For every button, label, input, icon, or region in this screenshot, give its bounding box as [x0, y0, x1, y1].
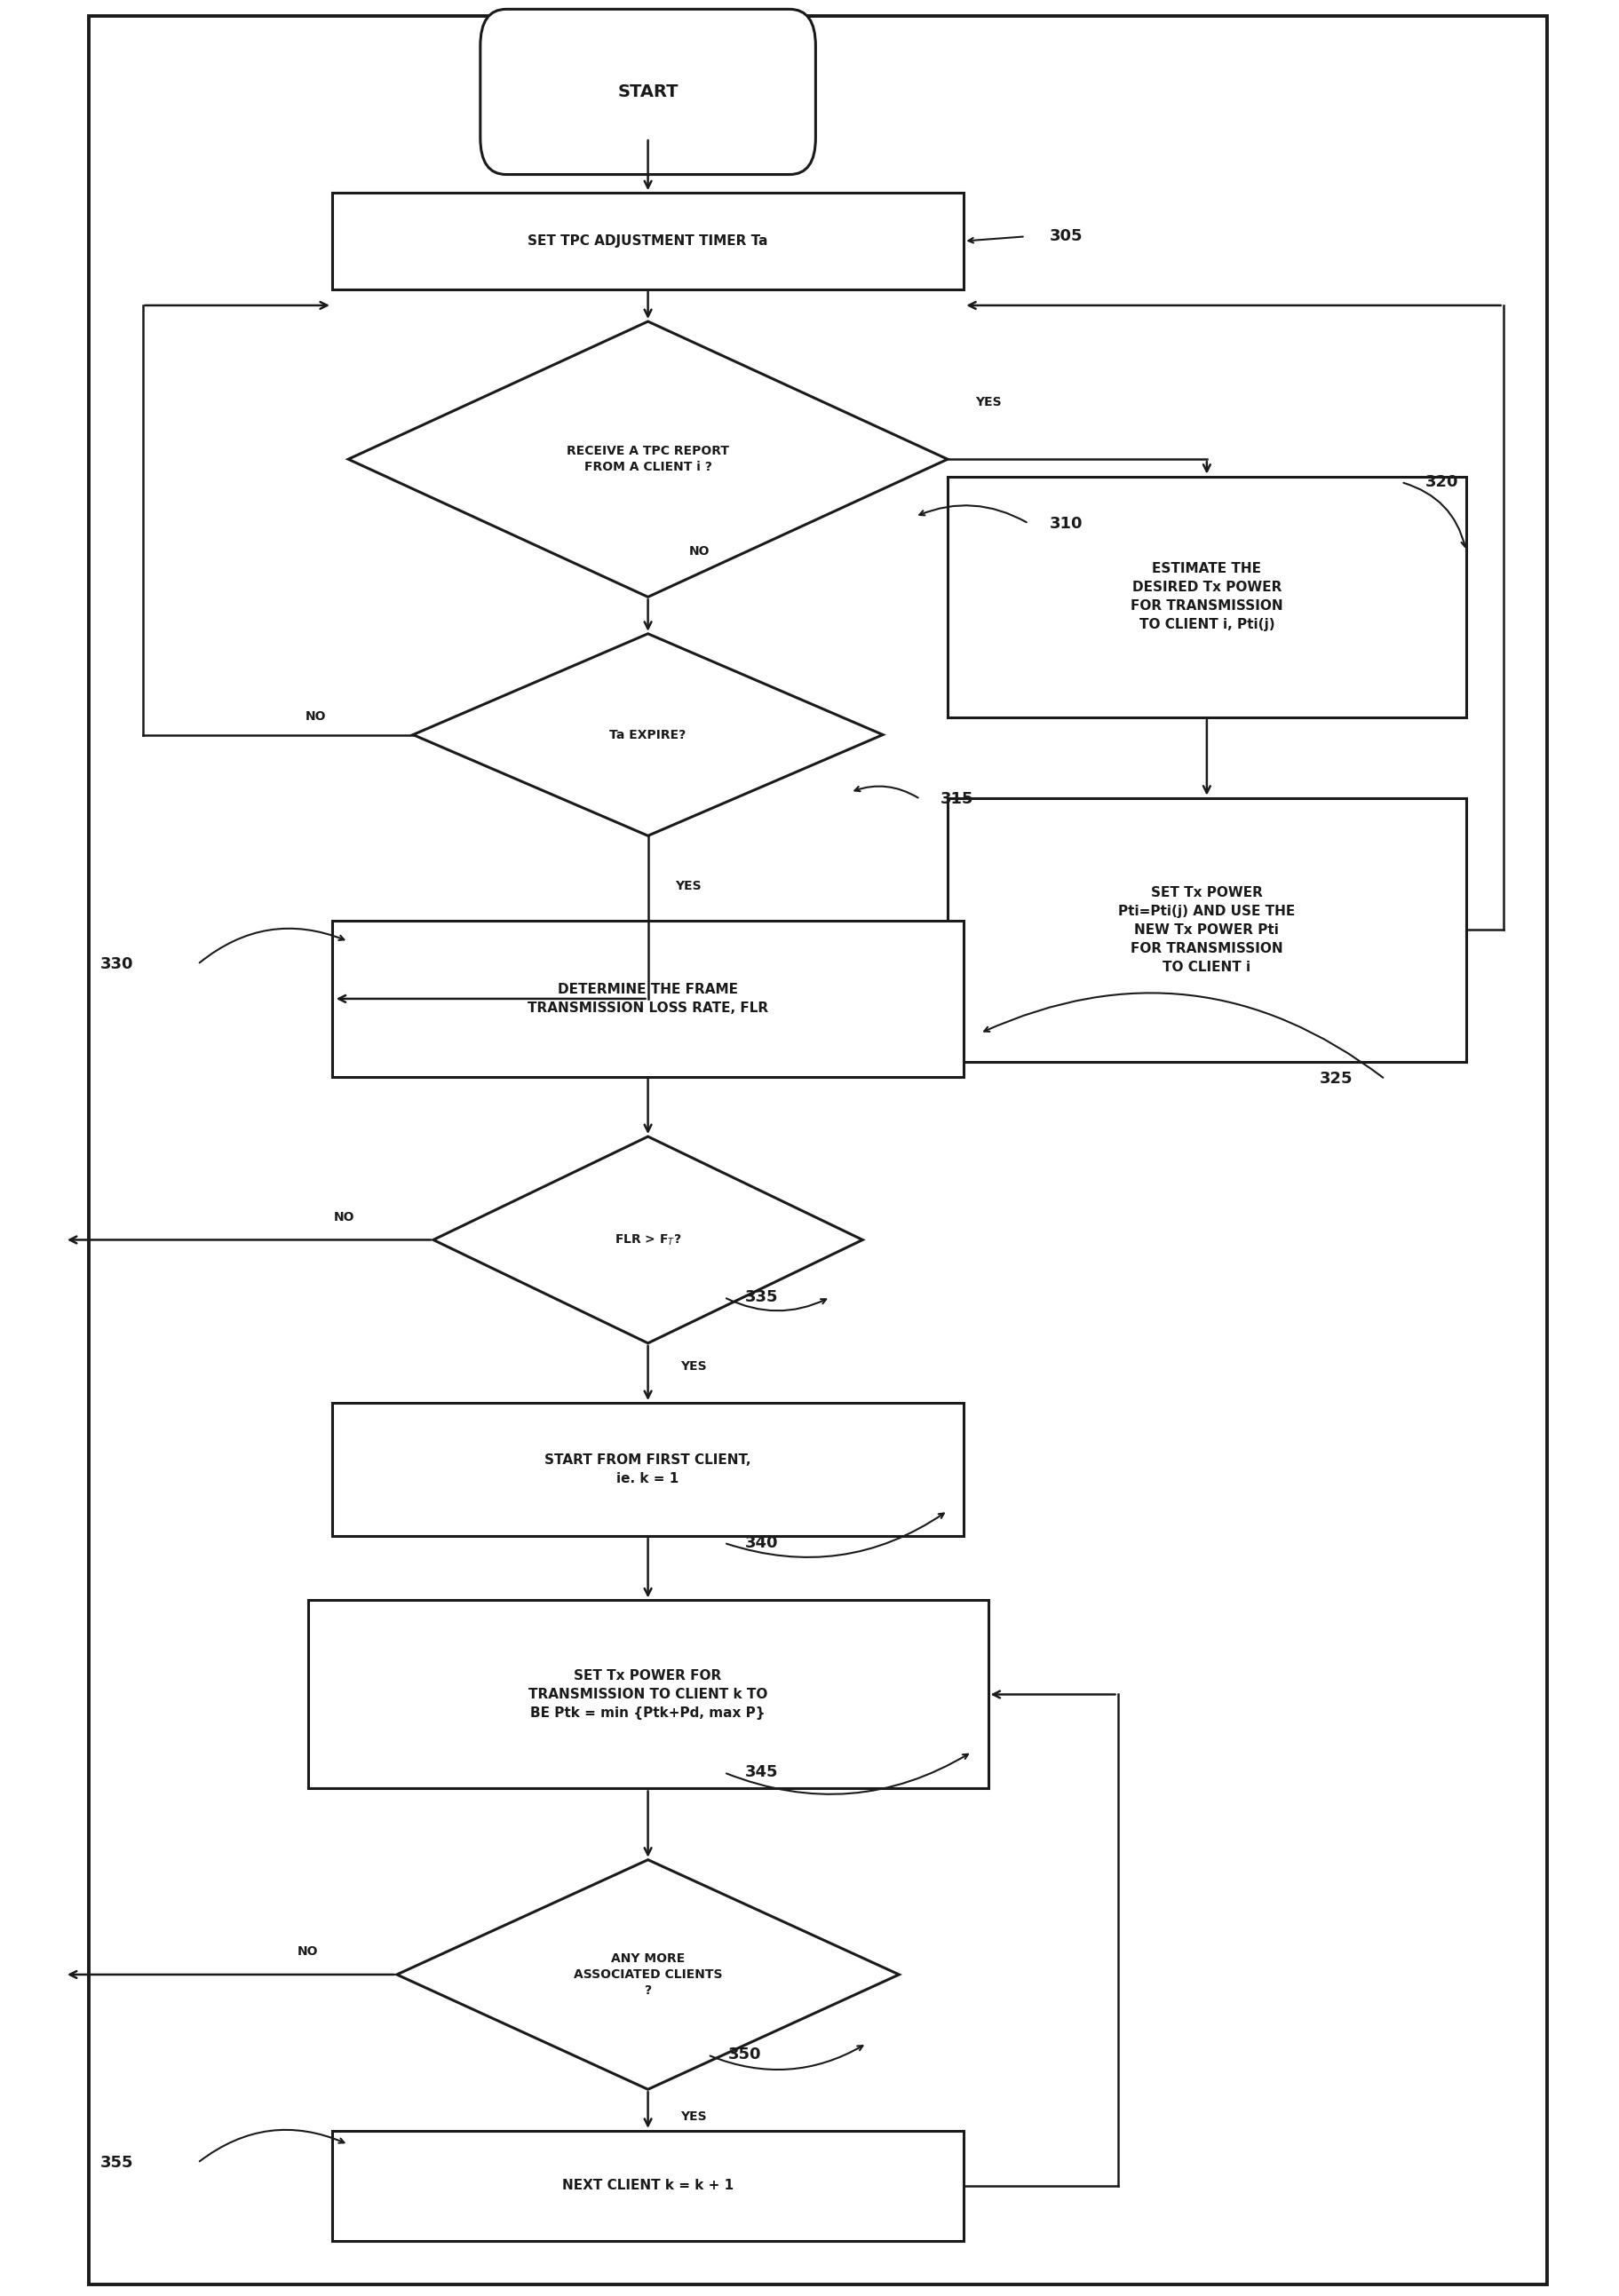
Text: FLR > F$_T$?: FLR > F$_T$? [614, 1233, 682, 1247]
Text: RECEIVE A TPC REPORT
FROM A CLIENT i ?: RECEIVE A TPC REPORT FROM A CLIENT i ? [567, 445, 729, 473]
Polygon shape [348, 321, 947, 597]
Text: 325: 325 [1319, 1072, 1352, 1086]
Text: YES: YES [975, 395, 1001, 409]
Text: Ta EXPIRE?: Ta EXPIRE? [609, 728, 686, 742]
FancyBboxPatch shape [947, 478, 1465, 716]
Text: 345: 345 [745, 1766, 777, 1779]
Text: 310: 310 [1049, 517, 1081, 530]
FancyBboxPatch shape [332, 921, 963, 1077]
Polygon shape [397, 1860, 899, 2089]
FancyBboxPatch shape [89, 16, 1546, 2285]
Text: 335: 335 [745, 1290, 777, 1304]
Text: NEXT CLIENT k = k + 1: NEXT CLIENT k = k + 1 [562, 2179, 733, 2193]
Text: NO: NO [690, 544, 709, 558]
FancyBboxPatch shape [947, 797, 1465, 1061]
Text: SET TPC ADJUSTMENT TIMER Ta: SET TPC ADJUSTMENT TIMER Ta [528, 234, 767, 248]
Text: 350: 350 [729, 2048, 761, 2062]
Text: START FROM FIRST CLIENT,
ie. k = 1: START FROM FIRST CLIENT, ie. k = 1 [544, 1453, 751, 1486]
Text: SET Tx POWER
Pti=Pti(j) AND USE THE
NEW Tx POWER Pti
FOR TRANSMISSION
TO CLIENT : SET Tx POWER Pti=Pti(j) AND USE THE NEW … [1117, 886, 1295, 974]
Text: START: START [617, 83, 678, 101]
Text: 315: 315 [941, 792, 973, 806]
Text: 320: 320 [1425, 475, 1457, 489]
FancyBboxPatch shape [332, 2131, 963, 2241]
FancyBboxPatch shape [308, 1600, 988, 1789]
Text: 340: 340 [745, 1536, 777, 1550]
FancyBboxPatch shape [479, 9, 814, 174]
Text: 355: 355 [100, 2156, 133, 2170]
Text: YES: YES [680, 2110, 706, 2124]
Polygon shape [413, 634, 882, 836]
Text: DETERMINE THE FRAME
TRANSMISSION LOSS RATE, FLR: DETERMINE THE FRAME TRANSMISSION LOSS RA… [528, 983, 767, 1015]
Polygon shape [432, 1137, 861, 1343]
Text: NO: NO [306, 709, 325, 723]
Text: YES: YES [680, 1359, 706, 1373]
Text: SET Tx POWER FOR
TRANSMISSION TO CLIENT k TO
BE Ptk = min {Ptk+Pd, max P}: SET Tx POWER FOR TRANSMISSION TO CLIENT … [528, 1669, 767, 1720]
FancyBboxPatch shape [332, 193, 963, 289]
Text: NO: NO [298, 1945, 317, 1958]
Text: 330: 330 [100, 957, 133, 971]
FancyBboxPatch shape [332, 1403, 963, 1536]
Text: ANY MORE
ASSOCIATED CLIENTS
?: ANY MORE ASSOCIATED CLIENTS ? [573, 1952, 722, 1998]
Text: 305: 305 [1049, 230, 1081, 243]
Text: NO: NO [334, 1210, 355, 1224]
Text: YES: YES [675, 879, 701, 893]
Text: ESTIMATE THE
DESIRED Tx POWER
FOR TRANSMISSION
TO CLIENT i, Pti(j): ESTIMATE THE DESIRED Tx POWER FOR TRANSM… [1130, 563, 1282, 631]
